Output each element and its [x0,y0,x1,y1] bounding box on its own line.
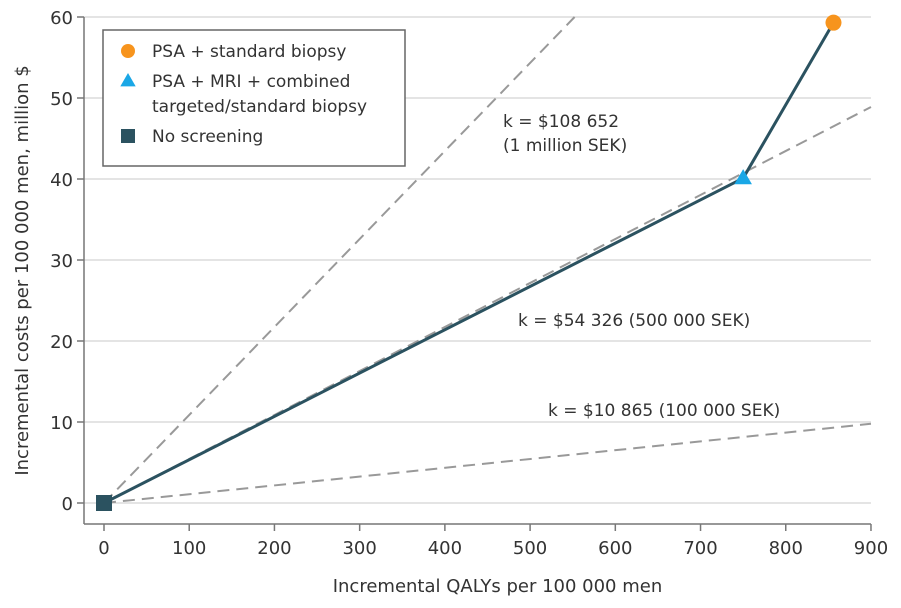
x-tick-label: 600 [598,538,632,559]
legend-label: targeted/standard biopsy [152,97,367,117]
x-axis-ticks: 0 100 200 300 400 500 600 700 800 900 [98,524,888,559]
legend-label: PSA + MRI + combined [152,72,350,92]
x-axis-title: Incremental QALYs per 100 000 men [333,576,663,597]
x-tick-label: 500 [513,538,547,559]
x-tick-label: 100 [172,538,206,559]
data-point-circle [825,14,842,31]
y-tick-label: 50 [50,89,73,110]
y-axis-ticks: 0 10 20 30 40 50 60 [50,8,84,515]
legend-marker-triangle [120,73,136,87]
x-tick-label: 0 [98,538,109,559]
legend-marker-circle [121,44,135,58]
legend-marker-square [121,129,135,143]
x-tick-label: 700 [683,538,717,559]
x-tick-label: 900 [854,538,888,559]
data-point-square [96,495,112,511]
axes [83,17,871,525]
x-tick-label: 200 [257,538,291,559]
threshold-label: (1 million SEK) [503,136,627,156]
data-points [96,14,842,511]
threshold-label: k = $10 865 (100 000 SEK) [548,401,780,421]
frontier-segment-1 [741,21,835,180]
legend-label: No screening [152,127,263,147]
y-tick-label: 10 [50,413,73,434]
y-tick-label: 40 [50,170,73,191]
y-tick-label: 0 [62,494,73,515]
x-tick-label: 800 [769,538,803,559]
legend-box [102,29,406,167]
frontier-segment-0 [102,176,745,505]
data-point-triangle [734,169,752,185]
efficiency-frontier [102,21,835,505]
x-tick-label: 300 [342,538,376,559]
legend-label: PSA + standard biopsy [152,42,346,62]
y-tick-label: 20 [50,332,73,353]
threshold-annotations: k = $108 652 (1 million SEK) k = $54 326 (… [503,112,780,421]
y-tick-label: 30 [50,251,73,272]
x-tick-label: 400 [428,538,462,559]
threshold-line-2 [103,422,872,504]
threshold-label: k = $54 326 (500 000 SEK) [518,311,750,331]
y-axis-title: Incremental costs per 100 000 men, milli… [12,65,33,475]
legend: PSA + standard biopsy PSA + MRI + combine… [102,29,406,167]
y-tick-label: 60 [50,8,73,29]
threshold-label: k = $108 652 [503,112,619,132]
